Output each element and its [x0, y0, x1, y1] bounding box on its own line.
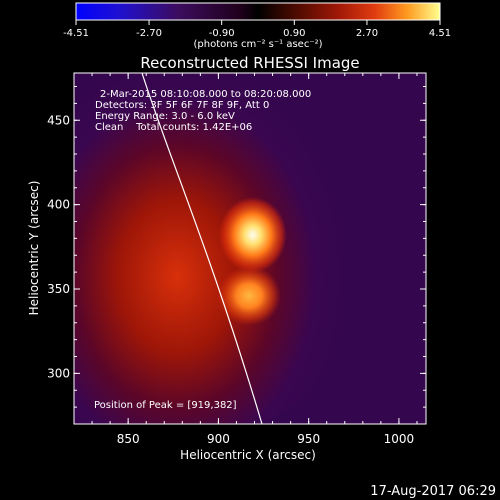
x-axis-label: Heliocentric X (arcsec) — [180, 448, 316, 462]
emission-envelope — [74, 73, 346, 424]
colorbar-tick-label: 4.51 — [429, 28, 451, 39]
y-axis-ticks: 300 350 400 450 — [47, 86, 426, 408]
x-tick-label: 950 — [297, 432, 320, 446]
solar-limb-line — [141, 73, 263, 424]
info-line-detectors: Detectors: 3F 5F 6F 7F 8F 9F, Att 0 — [95, 100, 269, 111]
info-block: 2-Mar-2015 08:10:08.000 to 08:20:08.000 … — [95, 89, 311, 133]
colorbar-unit-label: (photons cm⁻² s⁻¹ asec⁻²) — [193, 39, 322, 50]
rhessi-image — [74, 73, 426, 424]
xray-source-1 — [218, 197, 287, 273]
colorbar-tick-label: -4.51 — [63, 28, 89, 39]
colorbar — [75, 2, 441, 21]
x-axis-ticks: 850 900 950 1000 — [91, 73, 418, 446]
y-tick-label: 450 — [47, 113, 70, 127]
image-title: Reconstructed RHESSI Image — [140, 54, 359, 72]
hard-xray-sources — [217, 197, 287, 326]
peak-position-text: Position of Peak = [919,382] — [94, 400, 237, 411]
x-tick-label: 850 — [117, 432, 140, 446]
colorbar-tick-label: -0.90 — [209, 28, 235, 39]
colorbar-tick-label: -2.70 — [136, 28, 162, 39]
x-tick-label: 900 — [207, 432, 230, 446]
y-tick-label: 350 — [47, 282, 70, 296]
plot-frame — [73, 72, 427, 425]
info-line-time: 2-Mar-2015 08:10:08.000 to 08:20:08.000 — [100, 89, 311, 100]
y-axis-label: Heliocentric Y (arcsec) — [27, 181, 41, 316]
xray-source-2 — [217, 265, 282, 326]
colorbar-tick-label: 2.70 — [356, 28, 378, 39]
info-line-energy: Energy Range: 3.0 - 6.0 keV — [95, 111, 235, 122]
y-tick-label: 300 — [47, 366, 70, 380]
y-tick-label: 400 — [47, 198, 70, 212]
footer-date: 17-Aug-2017 06:29 — [370, 484, 496, 499]
x-tick-label: 1000 — [384, 432, 415, 446]
colorbar-tick-label: 0.90 — [283, 28, 305, 39]
colorbar-ticks: -4.51 -2.70 -0.90 0.90 2.70 4.51 — [63, 20, 451, 39]
info-line-clean: Clean Total counts: 1.42E+06 — [95, 122, 252, 133]
